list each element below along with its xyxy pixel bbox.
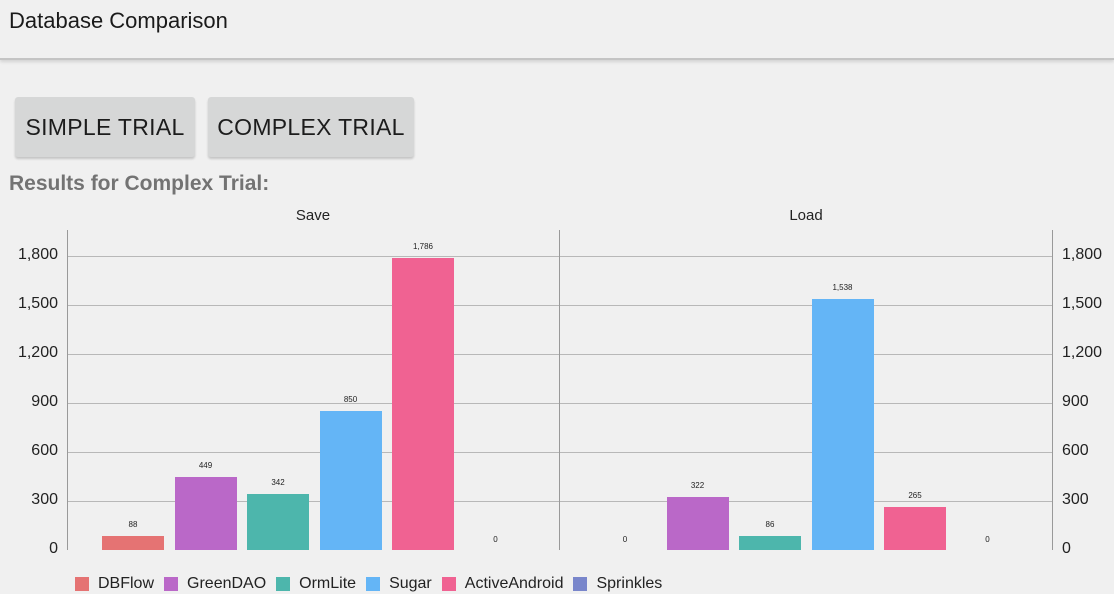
y-tick-right: 900 bbox=[1062, 393, 1089, 411]
simple-trial-button[interactable]: SIMPLE TRIAL bbox=[15, 97, 195, 157]
bar-value-label: 1,538 bbox=[832, 282, 853, 292]
legend-swatch-icon bbox=[75, 577, 89, 591]
bar-value-label: 86 bbox=[765, 519, 775, 529]
legend-label: DBFlow bbox=[98, 575, 155, 592]
y-tick-left: 1,800 bbox=[17, 246, 58, 264]
complex-trial-button[interactable]: COMPLEX TRIAL bbox=[208, 97, 414, 157]
bar-value-label: 322 bbox=[690, 481, 705, 491]
y-tick-right: 1,800 bbox=[1062, 246, 1103, 264]
y-tick-left: 1,500 bbox=[17, 295, 58, 313]
legend-swatch-icon bbox=[276, 577, 291, 591]
legend-swatch-icon bbox=[441, 577, 456, 591]
legend-item: DBFlow bbox=[75, 575, 154, 593]
results-label: Results for Complex Trial: bbox=[9, 172, 270, 195]
bar-value-label: 0 bbox=[493, 535, 498, 544]
y-tick-left: 600 bbox=[31, 442, 58, 460]
bar-greendao-save bbox=[174, 476, 237, 550]
legend-label: GreenDAO bbox=[187, 575, 267, 592]
legend-label: Sugar bbox=[389, 575, 432, 592]
chart-title-save: Save bbox=[295, 207, 331, 224]
legend-swatch-icon bbox=[573, 577, 588, 591]
app-bar: Database Comparison bbox=[0, 0, 1114, 60]
legend-item: OrmLite bbox=[276, 575, 356, 593]
bar-value-label: 265 bbox=[908, 490, 922, 500]
y-tick-right: 0 bbox=[1062, 540, 1071, 557]
bar-value-label: 850 bbox=[343, 395, 358, 405]
axis-line bbox=[1052, 230, 1053, 550]
bar-value-label: 0 bbox=[985, 535, 990, 544]
y-tick-right: 300 bbox=[1062, 491, 1089, 509]
legend-label: ActiveAndroid bbox=[464, 575, 564, 592]
y-tick-right: 1,500 bbox=[1062, 295, 1103, 313]
bar-value-label: 1,786 bbox=[412, 242, 434, 252]
bar-value-label: 88 bbox=[128, 519, 138, 529]
y-tick-right: 1,200 bbox=[1062, 344, 1103, 362]
bar-activeandroid-save bbox=[392, 258, 454, 550]
y-tick-left: 0 bbox=[49, 540, 58, 557]
bar-sugar-save bbox=[319, 411, 382, 550]
legend-swatch-icon bbox=[366, 577, 381, 591]
y-tick-right: 600 bbox=[1062, 442, 1089, 460]
legend-item: Sugar bbox=[366, 575, 432, 593]
bar-value-label: 0 bbox=[622, 535, 628, 544]
bar-activeandroid-load bbox=[884, 506, 946, 550]
y-tick-left: 300 bbox=[31, 491, 58, 509]
y-tick-left: 900 bbox=[31, 393, 58, 411]
bar-dbflow-save bbox=[102, 535, 164, 550]
app-title: Database Comparison bbox=[9, 8, 228, 33]
bar-ormlite-save bbox=[247, 494, 309, 550]
legend-label: OrmLite bbox=[299, 575, 357, 592]
y-tick-left: 1,200 bbox=[17, 344, 58, 362]
axis-line bbox=[559, 230, 560, 550]
bar-value-label: 449 bbox=[198, 460, 213, 470]
legend-item: GreenDAO bbox=[164, 575, 266, 593]
legend-swatch-icon bbox=[164, 577, 179, 591]
chart-legend: DBFlow GreenDAO OrmLite Sugar ActiveAndroid S… bbox=[75, 575, 672, 593]
bar-greendao-load bbox=[666, 497, 729, 550]
legend-item: Sprinkles bbox=[573, 575, 662, 593]
axis-line bbox=[67, 230, 68, 550]
bar-sugar-load bbox=[811, 298, 874, 550]
bar-value-label: 342 bbox=[271, 478, 285, 488]
legend-label: Sprinkles bbox=[596, 575, 663, 592]
chart-title-load: Load bbox=[789, 207, 823, 224]
legend-item: ActiveAndroid bbox=[441, 575, 564, 593]
bar-ormlite-load bbox=[739, 535, 801, 550]
